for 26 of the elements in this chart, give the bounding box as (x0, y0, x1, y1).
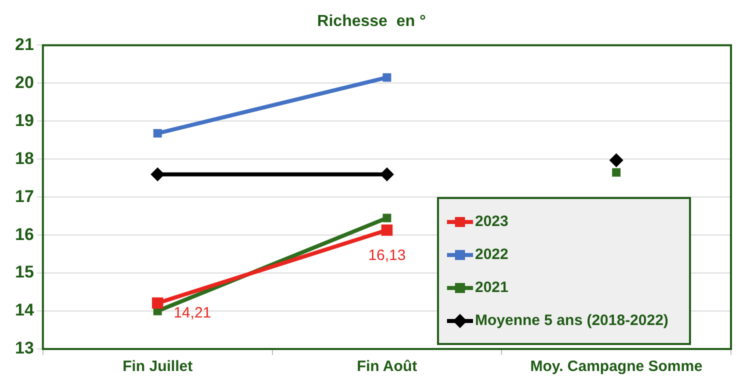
y-tick-label: 14 (14, 300, 34, 320)
legend-label: Moyenne 5 ans (2018-2022) (475, 312, 668, 329)
point (380, 167, 394, 182)
chart-title: Richesse en ° (317, 13, 426, 30)
point (382, 214, 392, 222)
point (382, 73, 392, 82)
y-tick-label: 15 (14, 262, 34, 282)
point (150, 167, 165, 182)
y-tick-label: 19 (14, 110, 34, 130)
y-tick-label: 20 (14, 72, 34, 92)
y-tick-label: 13 (14, 338, 34, 358)
x-tick-label: Fin Août (356, 358, 418, 376)
point (152, 297, 164, 309)
point (381, 224, 393, 236)
data-label: 16,13 (368, 246, 406, 264)
legend-label: 2021 (475, 279, 508, 296)
x-tick-label: Fin Juillet (122, 358, 193, 376)
y-tick-label: 16 (14, 224, 34, 244)
x-tick-label: Moy. Campagne Somme (530, 358, 702, 376)
y-tick-label: 21 (14, 34, 34, 54)
data-label: 14,21 (174, 304, 212, 322)
legend-label: 2022 (475, 246, 508, 263)
point (153, 129, 162, 138)
legend-label: 2023 (475, 213, 508, 230)
y-tick-label: 18 (14, 148, 34, 168)
y-tick-label: 17 (14, 186, 34, 206)
